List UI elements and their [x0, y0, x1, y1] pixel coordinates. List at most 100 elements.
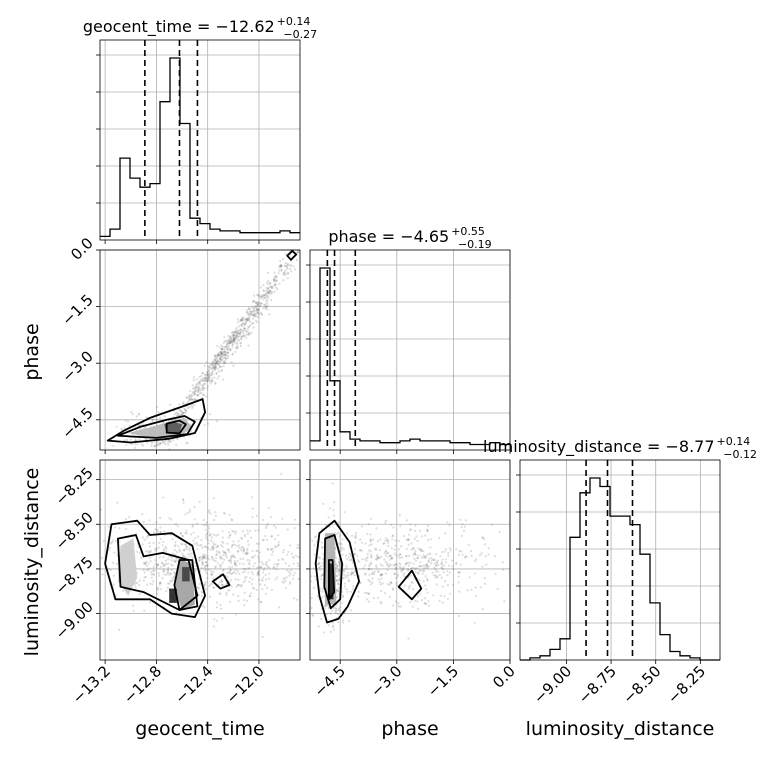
scatter-point	[384, 554, 388, 557]
x-tick-label: −9.00	[530, 662, 575, 707]
scatter-point	[345, 558, 348, 561]
scatter-point	[216, 354, 219, 357]
scatter-point	[274, 545, 277, 548]
scatter-point	[245, 330, 248, 333]
scatter-point	[161, 440, 164, 443]
scatter-point	[368, 573, 371, 577]
scatter-point	[223, 551, 226, 554]
scatter-point	[443, 580, 447, 583]
scatter-point	[201, 591, 204, 595]
scatter-point	[367, 567, 370, 570]
scatter-point	[390, 557, 394, 560]
scatter-point	[436, 561, 439, 564]
scatter-point	[387, 565, 390, 568]
scatter-point	[207, 422, 210, 425]
scatter-point	[246, 308, 249, 311]
scatter-point	[184, 532, 187, 535]
scatter-point	[185, 529, 188, 532]
scatter-point	[215, 420, 218, 423]
scatter-point	[498, 530, 501, 534]
scatter-point	[376, 539, 379, 543]
scatter-point	[240, 322, 243, 326]
scatter-point	[196, 543, 199, 547]
scatter-point	[368, 580, 371, 583]
scatter-point	[248, 307, 252, 311]
scatter-point	[351, 572, 354, 575]
scatter-point	[257, 555, 260, 558]
scatter-point	[200, 378, 203, 381]
scatter-point	[211, 364, 214, 367]
scatter-point	[265, 305, 268, 309]
scatter-point	[221, 348, 224, 351]
scatter-point	[288, 574, 291, 577]
scatter-point	[232, 543, 235, 546]
scatter-point	[209, 363, 212, 366]
scatter-point	[266, 292, 269, 295]
scatter-point	[283, 265, 287, 268]
scatter-point	[280, 557, 284, 561]
scatter-point	[246, 318, 249, 321]
scatter-point	[440, 562, 443, 565]
scatter-point	[270, 290, 273, 293]
scatter-point	[144, 563, 147, 566]
scatter-point	[176, 414, 179, 417]
scatter-point	[468, 576, 471, 579]
scatter-point	[426, 554, 429, 557]
xlabel-geocent-time: geocent_time	[135, 718, 264, 740]
scatter-point	[253, 587, 256, 590]
scatter-point	[340, 549, 343, 552]
scatter-point	[252, 317, 255, 320]
scatter-point	[293, 597, 296, 600]
scatter-point	[181, 552, 184, 555]
scatter-point	[232, 540, 235, 543]
scatter-point	[102, 539, 105, 543]
scatter-point	[163, 563, 166, 567]
scatter-point	[434, 568, 437, 571]
scatter-point	[169, 440, 172, 444]
scatter-point	[379, 574, 382, 577]
scatter-point	[227, 339, 230, 342]
scatter-point	[460, 534, 463, 538]
scatter-point	[331, 609, 334, 612]
panel-frame	[309, 459, 511, 661]
scatter-point	[341, 602, 344, 605]
scatter-point	[194, 398, 197, 401]
scatter-point	[286, 272, 289, 275]
scatter-point	[182, 498, 185, 501]
scatter-point	[233, 333, 236, 337]
scatter-point	[278, 269, 281, 272]
scatter-point	[211, 377, 214, 380]
scatter-point	[255, 311, 258, 314]
scatter-point	[427, 600, 430, 603]
scatter-point	[243, 598, 246, 602]
scatter-point	[448, 592, 452, 595]
scatter-point	[399, 605, 402, 608]
scatter-point	[280, 264, 283, 267]
scatter-point	[442, 571, 445, 574]
scatter-point	[394, 566, 397, 569]
scatter-point	[239, 344, 242, 348]
scatter-point	[219, 607, 223, 610]
scatter-point	[339, 547, 343, 550]
scatter-point	[265, 524, 268, 527]
scatter-point	[209, 382, 212, 385]
scatter-point	[361, 541, 364, 544]
scatter-point	[348, 620, 351, 623]
scatter-point	[110, 541, 113, 544]
scatter-point	[400, 566, 403, 569]
scatter-point	[266, 287, 269, 290]
scatter-point	[207, 539, 210, 542]
scatter-point	[220, 579, 223, 582]
scatter-point	[218, 552, 221, 555]
scatter-point	[166, 569, 169, 572]
scatter-point	[207, 376, 210, 379]
scatter-point	[361, 549, 364, 552]
scatter-point	[134, 443, 137, 446]
scatter-point	[380, 577, 383, 580]
scatter-point	[390, 557, 393, 560]
scatter-point	[245, 329, 248, 333]
scatter-point	[239, 342, 242, 345]
scatter-point	[112, 444, 115, 447]
scatter-point	[167, 569, 170, 572]
scatter-point	[220, 358, 223, 361]
